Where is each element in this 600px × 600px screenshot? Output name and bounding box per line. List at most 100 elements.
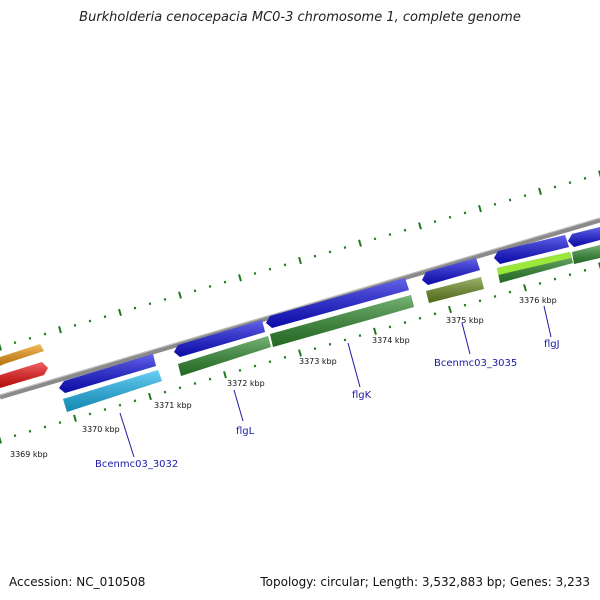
gene-flgk-forward[interactable] xyxy=(266,278,409,328)
gene-right-forward[interactable] xyxy=(568,227,600,247)
kbp-tick-label: 3375 kbp xyxy=(446,316,484,325)
cds-bcenmc03-3032[interactable] xyxy=(63,370,162,412)
cds-bcenmc03-3035[interactable] xyxy=(426,277,484,303)
scale-tick xyxy=(313,254,317,258)
scale-tick xyxy=(508,290,512,294)
scale-tick xyxy=(73,323,77,327)
scale-tick xyxy=(103,315,107,319)
scale-tick xyxy=(373,237,377,241)
scale-tick xyxy=(73,414,77,422)
scale-tick xyxy=(433,220,437,224)
gene-bcenmc03-3035-forward[interactable] xyxy=(422,258,480,285)
scale-tick xyxy=(148,392,152,401)
scale-tick xyxy=(493,295,497,298)
scale-tick xyxy=(538,281,542,285)
scale-tick xyxy=(463,303,467,307)
scale-tick xyxy=(118,403,122,407)
scale-tick xyxy=(223,280,227,284)
scale-tick xyxy=(163,297,167,301)
gene-label-bcenmc03-3032[interactable]: Bcenmc03_3032 xyxy=(95,459,178,470)
scale-tick xyxy=(178,291,182,299)
scale-tick xyxy=(598,262,600,270)
scale-tick xyxy=(298,349,302,357)
gene-flgj-forward[interactable] xyxy=(494,235,569,264)
scale-tick xyxy=(133,306,137,310)
scale-tick xyxy=(283,355,287,359)
gene-label-leader xyxy=(347,342,361,388)
gene-label-flgk[interactable]: flgK xyxy=(352,390,372,401)
scale-tick xyxy=(448,215,452,219)
scale-tick xyxy=(148,302,152,306)
cds-right[interactable] xyxy=(572,245,600,264)
inner-tick-ring xyxy=(0,262,600,444)
scale-tick xyxy=(283,263,287,267)
scale-tick xyxy=(403,228,407,232)
cds-flgk[interactable] xyxy=(270,295,414,347)
scale-tick xyxy=(403,321,407,324)
scale-tick xyxy=(328,250,332,254)
gene-label-bcenmc03-3035[interactable]: Bcenmc03_3035 xyxy=(434,358,517,369)
scale-tick xyxy=(208,377,212,381)
genome-backbone-highlight xyxy=(0,217,600,396)
scale-tick xyxy=(373,327,377,335)
gene-label-flgj[interactable]: flgJ xyxy=(544,339,560,350)
gene-orange-partial[interactable] xyxy=(0,344,44,366)
scale-tick xyxy=(13,341,17,345)
gene-red-partial[interactable] xyxy=(0,362,48,388)
scale-tick xyxy=(253,364,257,368)
scale-tick xyxy=(28,429,32,433)
cds-flgj[interactable] xyxy=(497,252,573,283)
scale-tick xyxy=(193,289,197,293)
scale-tick xyxy=(343,246,347,249)
gene-flgl-forward[interactable] xyxy=(174,320,265,357)
accession-label: Accession: NC_010508 xyxy=(9,575,146,589)
scale-tick xyxy=(598,170,600,178)
scale-tick xyxy=(433,312,437,316)
scale-tick xyxy=(88,319,92,323)
scale-tick xyxy=(328,342,332,346)
scale-tick xyxy=(388,325,392,329)
kbp-tick-label: 3376 kbp xyxy=(519,296,557,305)
scale-tick xyxy=(358,334,362,338)
scale-tick xyxy=(0,343,2,351)
kbp-tick-label: 3370 kbp xyxy=(82,425,120,434)
scale-tick xyxy=(163,390,167,394)
gene-label-leader xyxy=(461,322,471,355)
scale-tick xyxy=(343,338,347,342)
scale-tick xyxy=(553,277,557,281)
gene-label-leader xyxy=(233,389,244,422)
scale-tick xyxy=(523,194,527,198)
scale-tick xyxy=(463,211,467,215)
scale-tick xyxy=(448,305,452,314)
scale-tick xyxy=(493,202,497,206)
scale-tick xyxy=(13,434,17,438)
scale-tick xyxy=(43,425,47,429)
cds-flgl[interactable] xyxy=(178,336,271,376)
scale-tick xyxy=(553,185,557,189)
outer-tick-ring xyxy=(0,170,600,351)
gene-label-leader xyxy=(543,305,552,338)
scale-tick xyxy=(268,360,272,364)
scale-tick xyxy=(43,332,47,336)
scale-tick xyxy=(313,347,317,351)
scale-tick xyxy=(583,268,587,272)
scale-tick xyxy=(208,285,212,288)
scale-tick xyxy=(193,382,197,385)
scale-tick xyxy=(118,308,122,317)
scale-tick xyxy=(103,408,107,411)
scale-tick xyxy=(298,256,302,265)
scale-tick xyxy=(388,233,392,236)
kbp-tick-label: 3373 kbp xyxy=(299,357,337,366)
scale-tick xyxy=(253,272,257,275)
gene-bcenmc03-3032-forward[interactable] xyxy=(59,354,156,393)
scale-tick xyxy=(238,368,242,372)
gene-label-flgl[interactable]: flgL xyxy=(236,426,255,437)
scale-tick xyxy=(418,222,422,230)
scale-tick xyxy=(523,284,527,292)
scale-tick xyxy=(88,412,92,416)
scale-tick xyxy=(478,299,482,303)
genome-stats-label: Topology: circular; Length: 3,532,883 bp… xyxy=(260,575,590,589)
scale-tick xyxy=(568,181,572,185)
scale-tick xyxy=(238,274,242,282)
